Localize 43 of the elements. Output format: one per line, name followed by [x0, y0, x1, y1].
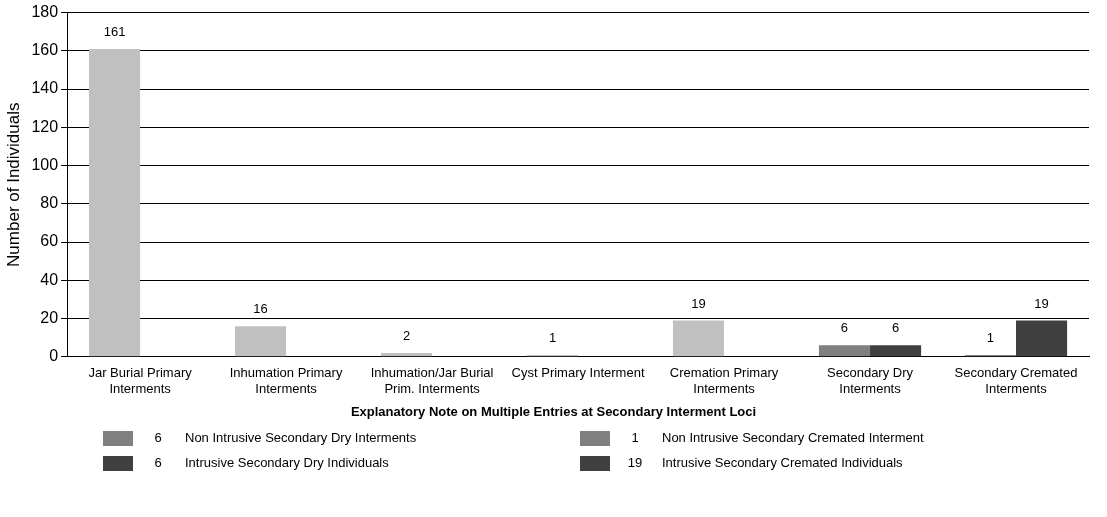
text: Intrusive Secondary Cremated Individuals	[662, 455, 903, 470]
x-tick-label: Cyst Primary Interment	[511, 365, 645, 381]
data-label: 161	[103, 24, 126, 40]
bar	[1016, 320, 1068, 357]
y-tick-label: 40	[40, 270, 59, 288]
data-label: 19	[691, 295, 706, 311]
x-tick-label: Jar Burial Primary Interments	[88, 365, 193, 396]
x-tick-label: Cremation Primary Interments	[669, 365, 779, 396]
x-tick-label: Secondary Dry Interments	[827, 365, 914, 396]
x-tick-label: Secondary Cremated Interments	[954, 365, 1078, 396]
bar	[88, 48, 141, 357]
bar	[234, 326, 287, 357]
y-tick-label: 180	[31, 3, 59, 21]
bar	[380, 352, 433, 357]
y-tick-label: 160	[31, 41, 59, 59]
bar	[818, 345, 871, 357]
data-label: 6	[840, 320, 849, 336]
data-label: 1	[986, 329, 995, 345]
y-tick-label: 100	[31, 155, 59, 173]
x-tick-label: Inhumation Primary Interments	[229, 365, 343, 396]
text: Non Intrusive Secondary Dry Interments	[185, 430, 417, 445]
text: Explanatory Note on Multiple Entries at Secondary Interment Loci	[349, 404, 758, 419]
bar	[672, 320, 725, 357]
text: 19	[626, 455, 644, 470]
text: Non Intrusive Secondary Cremated Interment	[662, 430, 924, 445]
y-axis-title: Number of Individuals	[3, 102, 23, 267]
data-label: 19	[1034, 295, 1049, 311]
text: 1	[630, 430, 640, 445]
y-tick-label: 80	[40, 194, 59, 212]
y-tick-label: 0	[49, 347, 59, 365]
text: 6	[153, 430, 163, 445]
bar	[870, 345, 922, 357]
y-tick-label: 120	[31, 117, 59, 135]
data-label: 16	[253, 301, 268, 317]
data-label: 6	[891, 320, 900, 336]
data-label: 1	[548, 329, 557, 345]
text: Intrusive Secondary Dry Individuals	[185, 455, 389, 470]
y-tick-label: 20	[40, 308, 59, 326]
text: 6	[153, 455, 163, 470]
y-tick-label: 140	[31, 79, 59, 97]
data-label: 2	[402, 328, 411, 344]
x-tick-label: Inhumation/Jar Burial Prim. Interments	[370, 365, 494, 396]
y-tick-label: 60	[40, 232, 59, 250]
